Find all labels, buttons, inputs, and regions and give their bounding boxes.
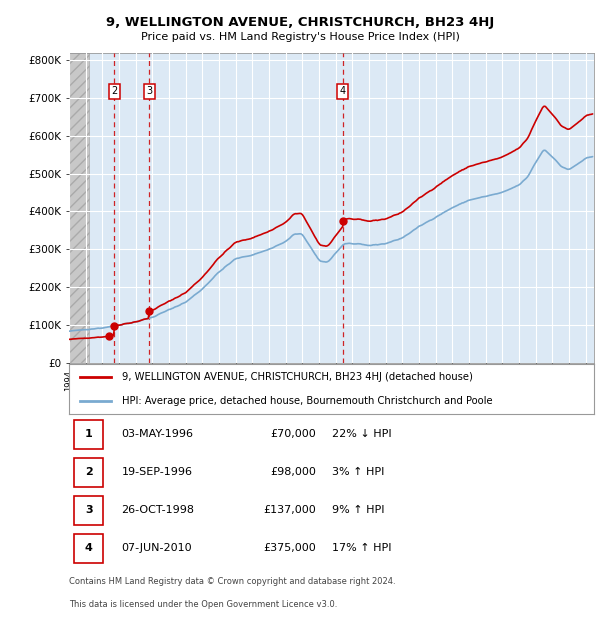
Bar [74,496,103,525]
Text: 26-OCT-1998: 26-OCT-1998 [121,505,194,515]
Text: 9% ↑ HPI: 9% ↑ HPI [331,505,384,515]
Text: Price paid vs. HM Land Registry's House Price Index (HPI): Price paid vs. HM Land Registry's House … [140,32,460,42]
Text: £375,000: £375,000 [263,543,316,553]
Bar [74,420,103,449]
Text: 07-JUN-2010: 07-JUN-2010 [121,543,192,553]
Text: 3: 3 [85,505,92,515]
Text: £70,000: £70,000 [270,430,316,440]
Text: 17% ↑ HPI: 17% ↑ HPI [331,543,391,553]
Text: This data is licensed under the Open Government Licence v3.0.: This data is licensed under the Open Gov… [69,600,337,609]
Text: £98,000: £98,000 [270,467,316,477]
Text: 19-SEP-1996: 19-SEP-1996 [121,467,193,477]
Text: 2: 2 [111,86,118,97]
Text: 4: 4 [340,86,346,97]
Bar [74,534,103,563]
Text: 1: 1 [85,430,92,440]
Text: 2: 2 [85,467,92,477]
Text: 3: 3 [146,86,152,97]
Text: 4: 4 [85,543,92,553]
Text: 9, WELLINGTON AVENUE, CHRISTCHURCH, BH23 4HJ: 9, WELLINGTON AVENUE, CHRISTCHURCH, BH23… [106,17,494,29]
Text: 3% ↑ HPI: 3% ↑ HPI [331,467,384,477]
Text: 22% ↓ HPI: 22% ↓ HPI [331,430,391,440]
Text: 03-MAY-1996: 03-MAY-1996 [121,430,193,440]
Text: HPI: Average price, detached house, Bournemouth Christchurch and Poole: HPI: Average price, detached house, Bour… [121,396,492,405]
Bar [74,458,103,487]
Text: £137,000: £137,000 [263,505,316,515]
Text: 9, WELLINGTON AVENUE, CHRISTCHURCH, BH23 4HJ (detached house): 9, WELLINGTON AVENUE, CHRISTCHURCH, BH23… [121,373,472,383]
Text: Contains HM Land Registry data © Crown copyright and database right 2024.: Contains HM Land Registry data © Crown c… [69,577,395,586]
